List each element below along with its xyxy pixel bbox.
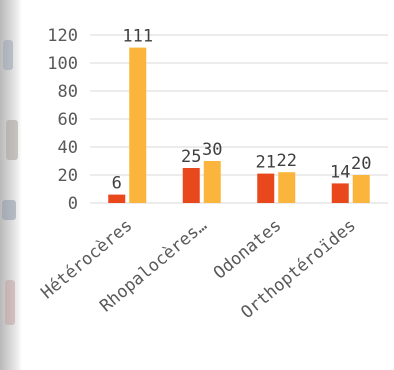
- left-edge-strip: [0, 0, 22, 370]
- bar-series-1-3: [331, 183, 349, 203]
- y-tick-label: 100: [47, 54, 78, 74]
- data-label: 14: [330, 162, 350, 182]
- data-label: 20: [351, 154, 371, 174]
- y-axis-ticks: 0 20 40 60 80 100 120: [47, 26, 78, 214]
- data-label: 30: [202, 140, 222, 160]
- bar-series-2-2: [278, 172, 296, 203]
- data-label: 111: [122, 27, 153, 47]
- y-tick-label: 0: [68, 194, 78, 214]
- data-labels: 6 111 25 30 21 22 14 20: [112, 27, 372, 194]
- bars: [108, 47, 370, 203]
- y-tick-label: 60: [58, 110, 78, 130]
- data-label: 21: [256, 153, 276, 173]
- bar-series-1-1: [182, 168, 200, 203]
- data-label: 25: [181, 147, 201, 167]
- bar-series-1-0: [108, 194, 126, 203]
- bar-series-2-0: [129, 47, 147, 203]
- bar-series-2-1: [203, 161, 221, 203]
- bar-series-1-2: [257, 173, 275, 203]
- y-tick-label: 20: [58, 166, 78, 186]
- y-tick-label: 80: [58, 82, 78, 102]
- x-axis-labels: HétérocèresRhopalocères…OdonatesOrthopté…: [37, 216, 360, 323]
- y-tick-label: 40: [58, 138, 78, 158]
- y-tick-label: 120: [47, 26, 78, 46]
- data-label: 6: [112, 174, 122, 194]
- data-label: 22: [277, 151, 297, 171]
- x-tick-label: Odonates: [210, 216, 286, 284]
- bar-series-2-3: [352, 175, 370, 203]
